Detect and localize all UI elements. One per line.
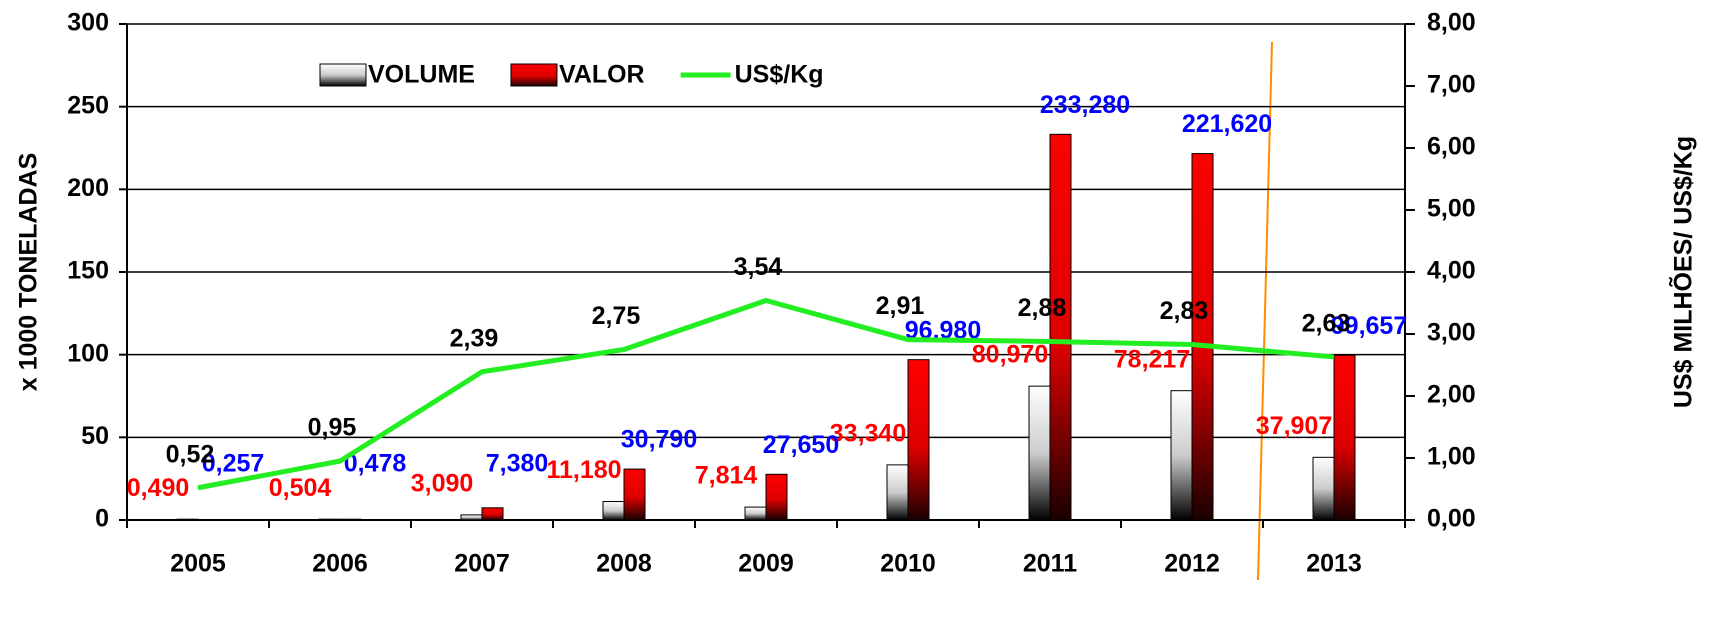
y2-tick-label: 3,00 (1427, 319, 1476, 347)
y-axis-label: x 1000 TONELADAS (15, 153, 43, 392)
y2-tick-label: 7,00 (1427, 71, 1476, 99)
y2-tick-label: 0,00 (1427, 505, 1476, 533)
legend-swatch (510, 63, 558, 87)
data-label: 0,95 (308, 414, 357, 442)
y-tick-label: 150 (67, 257, 109, 285)
data-label: 99,657 (1331, 312, 1407, 340)
bar (1170, 390, 1193, 521)
legend-label: VALOR (559, 61, 645, 89)
data-label: 3,090 (411, 470, 474, 498)
bar (1333, 354, 1356, 521)
bar (176, 518, 199, 521)
data-label: 0,504 (269, 474, 332, 502)
bar (1191, 153, 1214, 521)
y2-tick-label: 2,00 (1427, 381, 1476, 409)
y-tick-label: 100 (67, 339, 109, 367)
data-label: 2,91 (876, 292, 925, 320)
y2-tick-label: 5,00 (1427, 195, 1476, 223)
data-label: 0,257 (202, 450, 265, 478)
x-tick-label: 2012 (1164, 550, 1220, 578)
y-tick-label: 300 (67, 9, 109, 37)
data-label: 2,63 (1302, 310, 1351, 338)
y2-tick-label: 1,00 (1427, 443, 1476, 471)
data-label: 233,280 (1040, 91, 1130, 119)
data-label: 80,970 (972, 341, 1048, 369)
bar (1312, 456, 1335, 521)
x-tick-label: 2010 (880, 550, 936, 578)
data-label: 7,814 (695, 462, 758, 490)
data-label: 0,490 (127, 474, 190, 502)
x-tick-label: 2007 (454, 550, 510, 578)
data-label: 3,54 (734, 253, 783, 281)
bar (886, 464, 909, 521)
y2-tick-label: 4,00 (1427, 257, 1476, 285)
bar (765, 473, 788, 521)
x-tick-label: 2013 (1306, 550, 1362, 578)
y-tick-label: 200 (67, 174, 109, 202)
bar (1028, 385, 1051, 521)
x-tick-label: 2006 (312, 550, 368, 578)
data-label: 7,380 (486, 450, 549, 478)
bar (907, 359, 930, 521)
data-label: 11,180 (546, 456, 621, 484)
bar (460, 514, 483, 521)
data-label: 2,75 (592, 302, 641, 330)
bar (602, 501, 625, 521)
legend-label: VOLUME (368, 61, 475, 89)
bar (318, 518, 341, 521)
y-tick-label: 250 (67, 91, 109, 119)
x-tick-label: 2011 (1023, 550, 1077, 578)
data-label: 2,39 (450, 324, 499, 352)
y-tick-label: 0 (95, 505, 109, 533)
y2-tick-label: 8,00 (1427, 9, 1476, 37)
data-label: 30,790 (621, 426, 697, 454)
y2-tick-label: 6,00 (1427, 133, 1476, 161)
data-label: 37,907 (1256, 412, 1332, 440)
bar (623, 468, 646, 521)
bar (1049, 133, 1072, 521)
y-tick-label: 50 (81, 422, 109, 450)
data-label: 2,88 (1018, 294, 1067, 322)
data-label: 0,52 (166, 440, 215, 468)
legend-label: US$/Kg (735, 61, 824, 89)
data-label: 78,217 (1114, 345, 1190, 373)
x-tick-label: 2008 (596, 550, 652, 578)
legend-swatch (319, 63, 367, 87)
divider-line (1257, 41, 1273, 581)
data-label: 2,83 (1160, 297, 1209, 325)
data-label: 33,340 (830, 419, 906, 447)
data-label: 221,620 (1182, 110, 1272, 138)
line (197, 297, 1335, 491)
bar (744, 506, 767, 521)
x-tick-label: 2005 (170, 550, 226, 578)
bar (481, 507, 504, 521)
bar (339, 518, 362, 521)
y2-axis-label: US$ MILHÕES/ US$/Kg (1668, 136, 1698, 408)
data-label: 27,650 (763, 431, 839, 459)
x-tick-label: 2009 (738, 550, 794, 578)
